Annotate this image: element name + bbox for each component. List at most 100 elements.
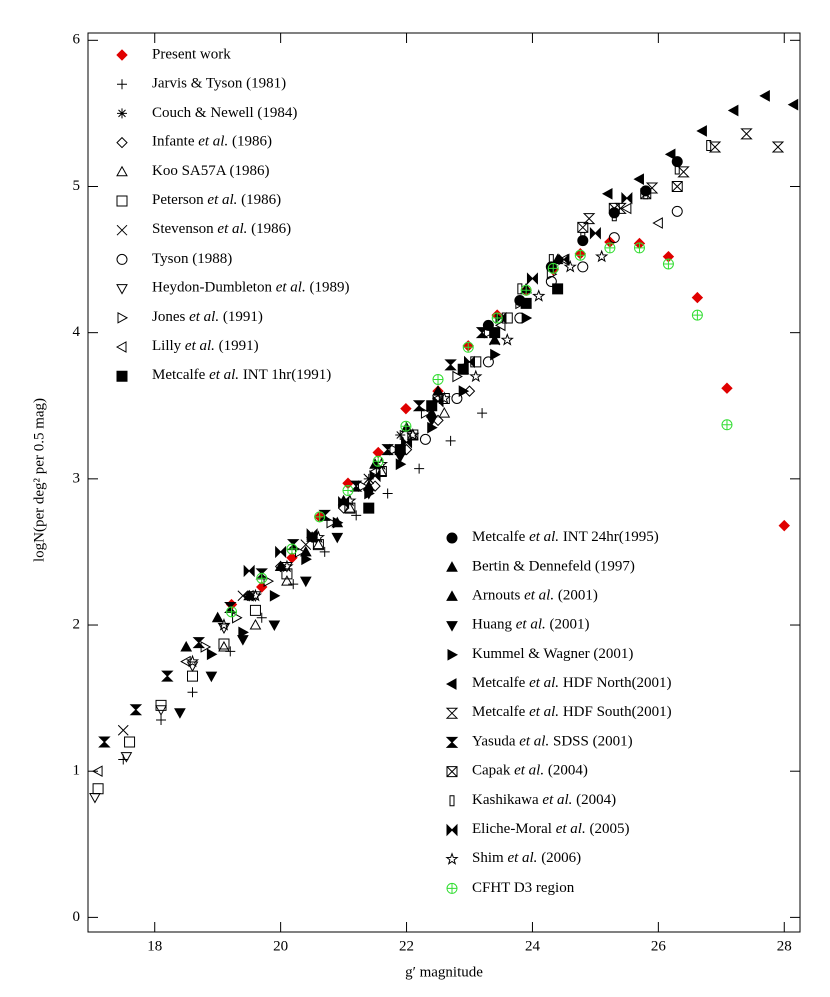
- point: [437, 391, 451, 405]
- point: [192, 637, 206, 649]
- point: [312, 539, 324, 551]
- y-tick-label: 4: [73, 324, 81, 340]
- point: [344, 502, 356, 514]
- legend-marker: [445, 678, 457, 690]
- point: [288, 579, 299, 590]
- legend-label-part: (2005): [586, 821, 630, 837]
- legend-label-part: Heydon-Dumbleton: [152, 280, 276, 296]
- point: [608, 202, 620, 214]
- point: [759, 90, 770, 102]
- point: [344, 502, 356, 513]
- point: [395, 458, 407, 471]
- point: [420, 407, 432, 419]
- legend-label-part: Eliche-Moral: [472, 821, 556, 837]
- point: [337, 502, 350, 514]
- point: [187, 670, 199, 682]
- legend-marker: [449, 795, 455, 807]
- legend-label: Eliche-Moral et al. (2005): [472, 821, 629, 837]
- legend-label: Capak et al. (2004): [472, 763, 588, 779]
- point: [314, 511, 326, 523]
- legend-label-part: HDF North(2001): [559, 675, 672, 691]
- legend-label: Shim et al. (2006): [472, 851, 581, 867]
- legend-label-part: Metcalfe: [472, 675, 529, 691]
- point: [332, 516, 344, 529]
- point: [462, 341, 474, 353]
- point: [117, 724, 129, 736]
- x-tick-label: 18: [147, 938, 162, 954]
- legend-label: Metcalfe et al. HDF North(2001): [472, 675, 672, 691]
- point: [633, 242, 645, 254]
- legend-label-part: SDSS (2001): [549, 734, 632, 750]
- point: [482, 356, 494, 368]
- legend-marker: [446, 561, 458, 572]
- point: [363, 502, 375, 514]
- x-tick-label: 28: [777, 938, 792, 954]
- point: [469, 369, 483, 383]
- point: [92, 765, 103, 778]
- point: [477, 408, 488, 419]
- point: [211, 611, 224, 623]
- point: [601, 187, 613, 200]
- point: [256, 572, 268, 584]
- point: [281, 575, 293, 586]
- y-tick-label: 1: [73, 763, 81, 779]
- legend-marker: [116, 136, 128, 149]
- point: [180, 640, 193, 652]
- legend-label-part: Shim: [472, 851, 507, 867]
- point: [475, 327, 489, 339]
- point: [451, 393, 463, 404]
- point: [343, 493, 357, 507]
- point: [205, 671, 218, 683]
- legend-label: Metcalfe et al. INT 1hr(1991): [152, 368, 331, 384]
- legend-label-part: et al.: [529, 675, 559, 691]
- legend-marker: [446, 882, 458, 894]
- point: [662, 258, 674, 270]
- point: [577, 235, 589, 246]
- point: [458, 385, 470, 397]
- legend-label-part: et al.: [217, 222, 247, 238]
- legend-label-part: (2004): [544, 763, 588, 779]
- point: [174, 708, 186, 719]
- point: [582, 213, 596, 225]
- legend-label-part: (2001): [546, 617, 590, 633]
- point: [249, 618, 262, 630]
- point: [574, 249, 586, 261]
- point: [217, 618, 231, 631]
- point: [558, 253, 570, 266]
- point: [740, 128, 753, 140]
- point: [787, 98, 799, 111]
- legend-label: Heydon-Dumbleton et al. (1989): [152, 280, 349, 296]
- point: [425, 415, 438, 427]
- point: [389, 443, 400, 456]
- point: [395, 429, 406, 440]
- y-tick-label: 6: [73, 32, 81, 48]
- legend-marker: [446, 590, 458, 601]
- point: [400, 420, 412, 432]
- point: [206, 648, 218, 661]
- point: [299, 576, 312, 588]
- point: [187, 687, 198, 698]
- point: [491, 312, 503, 324]
- legend-marker: [117, 311, 129, 324]
- legend-marker: [446, 766, 458, 778]
- legend-marker: [115, 341, 127, 353]
- point: [677, 166, 690, 178]
- point: [232, 611, 243, 624]
- point: [226, 606, 238, 618]
- legend-marker: [116, 284, 128, 295]
- x-tick-label: 20: [273, 938, 288, 954]
- legend-label-part: Capak: [472, 763, 514, 779]
- point: [375, 466, 387, 478]
- point: [155, 699, 167, 711]
- point: [382, 488, 393, 499]
- point: [249, 604, 261, 616]
- point: [286, 543, 298, 555]
- legend-label-part: (1986): [228, 134, 272, 150]
- x-axis-label: g′ magnitude: [405, 964, 483, 980]
- legend-label-part: et al.: [529, 529, 559, 545]
- legend-label: Yasuda et al. SDSS (2001): [472, 734, 633, 750]
- point: [489, 327, 501, 339]
- legend-marker: [116, 253, 128, 265]
- legend-marker: [445, 707, 459, 719]
- point: [269, 589, 281, 602]
